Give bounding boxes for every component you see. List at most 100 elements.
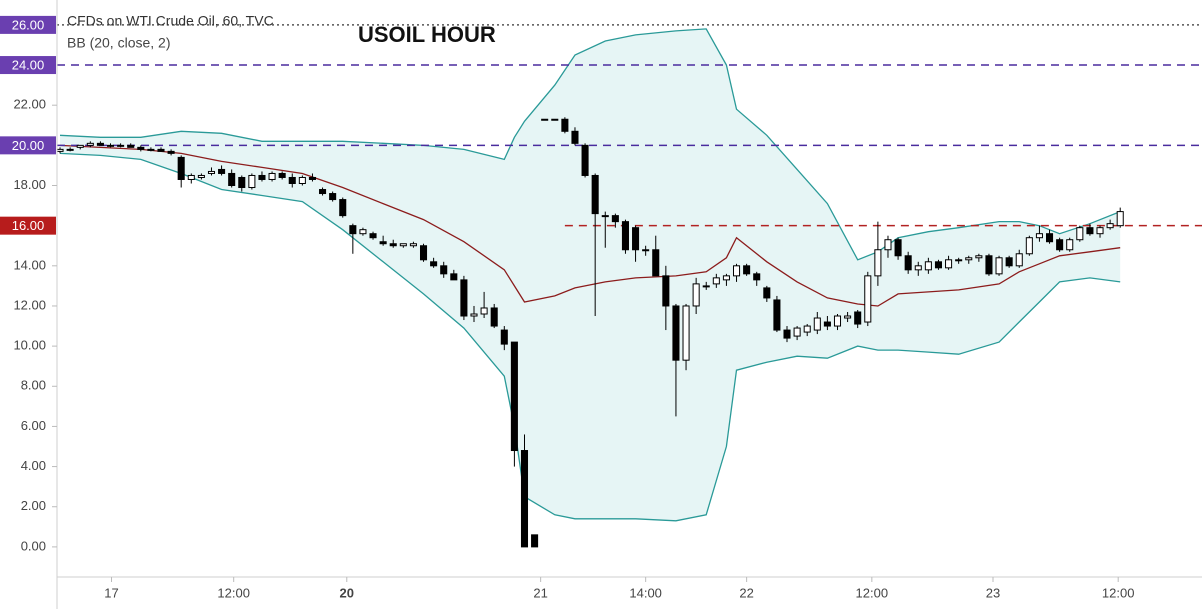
y-tick-label: 0.00 <box>21 538 46 553</box>
candle-body <box>934 261 942 269</box>
candle-body <box>1046 233 1054 243</box>
candle-body <box>167 150 175 154</box>
candle-body <box>147 148 155 151</box>
candle-body <box>601 215 609 218</box>
candle-body <box>399 243 407 247</box>
candle-body <box>308 176 316 180</box>
candle-body <box>1066 239 1074 251</box>
candle-body <box>611 215 619 223</box>
level-badge <box>0 15 56 34</box>
y-tick-label: 6.00 <box>21 418 46 433</box>
candle-body <box>500 329 508 345</box>
candle-body <box>117 144 125 147</box>
upper-band <box>59 28 1121 261</box>
candle-body <box>904 255 912 271</box>
candle-body <box>470 313 478 317</box>
level-label: 20.00 <box>12 138 45 153</box>
candle-body <box>1005 257 1013 267</box>
candle-body <box>288 176 296 184</box>
candle-body <box>995 257 1003 275</box>
candle-body <box>924 261 932 271</box>
candle-body <box>238 176 246 189</box>
candle-body <box>409 243 417 247</box>
middle-band <box>59 144 1121 307</box>
candle-body <box>743 265 751 275</box>
candle-body <box>349 225 357 235</box>
candle-body <box>1106 223 1114 229</box>
candle-body <box>490 307 498 327</box>
candle-body <box>369 233 377 239</box>
candle-body <box>975 255 983 259</box>
candle-body <box>187 174 195 180</box>
candle-body <box>854 311 862 325</box>
candle-body <box>430 261 438 267</box>
candle-body <box>985 255 993 275</box>
level-badge <box>0 216 56 235</box>
candle-body <box>1086 227 1094 235</box>
candle-body <box>137 146 145 150</box>
candle-body <box>127 144 135 148</box>
x-tick-label: 17 <box>104 585 118 600</box>
candle-body <box>692 283 700 307</box>
lower-band <box>59 152 1121 522</box>
candle-body <box>510 341 518 452</box>
candle-body <box>722 275 730 281</box>
candle-body <box>823 321 831 327</box>
band-fill <box>60 28 1121 521</box>
candle-body <box>177 156 185 180</box>
candle-body <box>298 176 306 184</box>
candle-body <box>1076 227 1084 241</box>
candle-body <box>419 245 428 261</box>
candle-body <box>662 275 670 307</box>
candle-body <box>520 450 529 548</box>
candle-body <box>1035 233 1043 239</box>
x-tick-label: 14:00 <box>629 585 662 600</box>
candle-body <box>894 239 902 257</box>
candle-body <box>753 273 761 281</box>
candle-body <box>248 174 256 189</box>
level-label: 24.00 <box>12 57 45 72</box>
candle-body <box>712 277 720 285</box>
y-tick-label: 22.00 <box>13 97 46 112</box>
x-tick-label: 22 <box>739 585 753 600</box>
candle-body <box>460 279 468 317</box>
candle-body <box>864 275 872 323</box>
candle-body <box>96 142 104 146</box>
candle-body <box>763 287 771 299</box>
candle-body <box>793 327 801 337</box>
level-label: 16.00 <box>12 218 45 233</box>
x-tick-label: 23 <box>986 585 1000 600</box>
candle-body <box>268 172 276 180</box>
candle-body <box>278 172 286 178</box>
candle-body <box>450 273 458 281</box>
indicator-label: BB (20, close, 2) <box>67 35 171 51</box>
candle-body <box>682 305 690 361</box>
candle-body <box>561 118 569 132</box>
x-tick-label: 21 <box>533 585 547 600</box>
candle-body <box>632 227 640 251</box>
candle-body <box>106 144 115 147</box>
candle-body <box>56 148 64 152</box>
candle-body <box>591 174 599 215</box>
candle-body <box>884 239 892 251</box>
candle-body <box>965 257 973 261</box>
x-tick-label: 12:00 <box>1102 585 1135 600</box>
candle-body <box>379 241 387 245</box>
plot-area <box>56 24 1202 548</box>
candle-body <box>1096 227 1104 235</box>
x-tick-label: 20 <box>340 585 354 600</box>
candle-body <box>1015 253 1023 267</box>
candle-body <box>571 130 579 144</box>
y-tick-label: 4.00 <box>21 458 46 473</box>
candle-body <box>66 148 74 151</box>
y-tick-label: 14.00 <box>13 257 46 272</box>
candle-body <box>541 118 549 121</box>
candle-body <box>531 534 539 548</box>
y-tick-label: 12.00 <box>13 297 46 312</box>
candle-body <box>157 148 165 152</box>
x-tick-label: 12:00 <box>856 585 889 600</box>
candle-body <box>642 249 650 252</box>
candle-body <box>813 317 821 331</box>
annotation: USOIL HOUR <box>358 22 496 47</box>
